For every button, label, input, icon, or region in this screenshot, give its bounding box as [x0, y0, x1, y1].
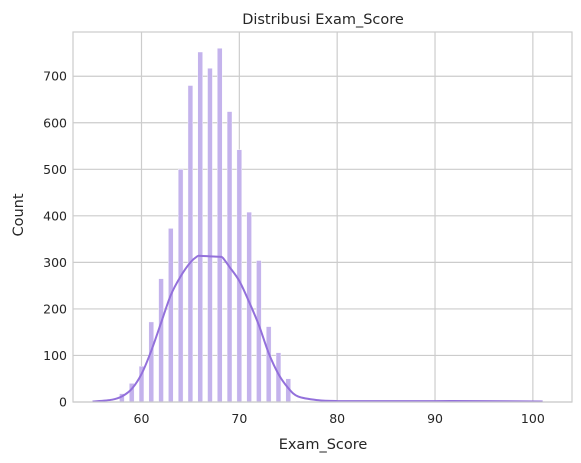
chart-title: Distribusi Exam_Score: [242, 12, 404, 28]
x-tick-label: 100: [521, 411, 545, 426]
kde-line: [92, 254, 543, 403]
histogram-bar: [177, 169, 184, 403]
y-axis-label: Count: [11, 193, 27, 236]
kde-layer: [92, 254, 543, 403]
y-tick-label: 600: [43, 115, 67, 130]
axes-frame: [72, 31, 573, 403]
bars-layer: [119, 48, 536, 403]
histogram-bar: [158, 278, 164, 403]
y-tick-label: 400: [43, 208, 67, 223]
histogram-bar: [168, 228, 174, 403]
histogram-bar: [207, 68, 213, 403]
x-axis-label: Exam_Score: [279, 437, 368, 453]
x-tick-label: 90: [427, 411, 443, 426]
histogram-bar: [217, 48, 223, 403]
x-tick-label: 80: [329, 411, 345, 426]
y-tick-label: 0: [59, 395, 67, 410]
histogram-bar: [148, 321, 154, 403]
y-tick-label: 200: [43, 301, 67, 316]
histogram-bar: [226, 111, 233, 403]
histogram-bar: [236, 149, 242, 403]
histogram-bar: [197, 51, 203, 403]
plot-border: [72, 31, 573, 403]
histogram-bar: [187, 85, 194, 403]
x-tick-label: 60: [134, 411, 150, 426]
y-tick-label: 700: [43, 69, 67, 84]
y-tick-labels: 0 100 200 300 400 500 600 700: [43, 69, 67, 410]
x-tick-labels: 60 70 80 90 100: [134, 411, 545, 426]
grid-layer: [73, 32, 572, 403]
y-tick-label: 500: [43, 162, 67, 177]
histogram-bar: [266, 326, 272, 403]
x-tick-label: 70: [231, 411, 247, 426]
y-tick-label: 100: [43, 348, 67, 363]
y-tick-label: 300: [43, 255, 67, 270]
